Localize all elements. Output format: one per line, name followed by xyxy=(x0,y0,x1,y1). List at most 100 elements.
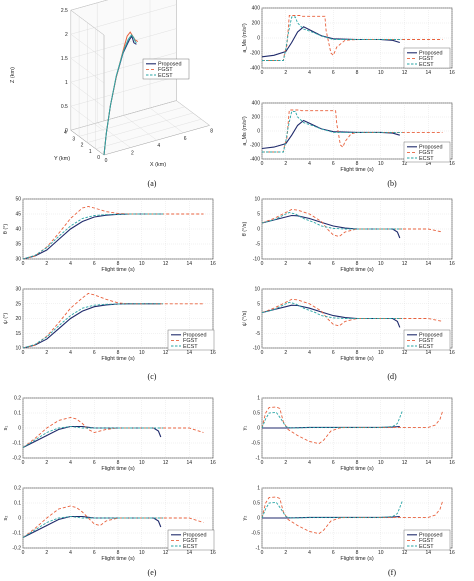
x-tick-label: 10 xyxy=(378,161,384,167)
series-line-fgst xyxy=(261,496,443,535)
x-tick-label: 4 xyxy=(308,350,311,356)
y-tick-label: -0.1 xyxy=(12,531,21,537)
x-tick-label: 6 xyxy=(332,550,335,556)
series-line-ecst xyxy=(22,426,164,448)
x-tick-label: 14 xyxy=(425,350,431,356)
y-gridline xyxy=(70,10,177,131)
y-tick-label: -0.2 xyxy=(12,546,21,552)
y-tick-label: -5 xyxy=(256,242,261,248)
y-tick-label: 15 xyxy=(15,331,21,337)
x-tick-label: 0 xyxy=(261,460,264,466)
x-tick-label: 14 xyxy=(186,261,192,267)
x-tick-label: 0 xyxy=(261,161,264,167)
panel-label: (e) xyxy=(148,568,157,577)
y-tick-label: 0.1 xyxy=(14,501,21,507)
y-tick-label: 0 xyxy=(257,316,260,322)
legend-entry: ECST xyxy=(183,344,198,350)
y-tick-label: 30 xyxy=(15,287,21,293)
series-line-ecst xyxy=(262,110,403,153)
x-tick-label: 8 xyxy=(117,460,120,466)
x-tick-label: 16 xyxy=(210,550,216,556)
y-tick-label: -5 xyxy=(256,331,261,337)
y-tick-label: 1 xyxy=(89,149,92,155)
y-tick-label: -10 xyxy=(253,346,260,352)
y-tick-label: 0 xyxy=(257,426,260,432)
z-tick-label: 1.5 xyxy=(61,56,68,62)
y-axis-label: s₁ xyxy=(3,426,9,431)
y-tick-label: 10 xyxy=(254,197,260,203)
y-axis-label: s₂ xyxy=(3,516,9,521)
y-tick-label: 0 xyxy=(257,516,260,522)
panel-label: (d) xyxy=(387,372,397,381)
y-tick-label: 5 xyxy=(257,212,260,218)
y-tick-label: 40 xyxy=(15,227,21,233)
y-axis-label: γ₂ xyxy=(242,516,248,521)
y-tick-label: 4 xyxy=(64,130,67,136)
y-tick-label: 400 xyxy=(252,101,261,107)
series-line-fgst xyxy=(262,15,443,61)
trajectory-ecst xyxy=(103,34,137,156)
x-tick-label: 6 xyxy=(332,460,335,466)
series-line-fgst xyxy=(22,292,204,349)
x-tick-label: 10 xyxy=(378,261,384,267)
y-tick-label: 20 xyxy=(15,316,21,322)
y-tick-label: 0 xyxy=(18,426,21,432)
x-tick-label: 16 xyxy=(449,350,455,356)
y-tick-label: 0 xyxy=(257,227,260,233)
y-tick-label: 45 xyxy=(15,212,21,218)
z-tick-label: 0.5 xyxy=(61,104,68,110)
x-tick-label: 4 xyxy=(308,161,311,167)
x-tick-label: 12 xyxy=(163,550,169,556)
x-tick-label: 4 xyxy=(308,550,311,556)
x-tick-label: 12 xyxy=(402,70,408,76)
y-tick-label: -1 xyxy=(256,456,261,462)
x-tick-label: 14 xyxy=(425,550,431,556)
y-gridline xyxy=(95,28,202,150)
x-tick-label: 2 xyxy=(284,350,287,356)
y-tick-label: -0.2 xyxy=(12,456,21,462)
legend-entry: FGST xyxy=(419,338,434,344)
x-tick-label: 14 xyxy=(425,460,431,466)
y-tick-label: -200 xyxy=(250,143,260,149)
y-tick-label: 200 xyxy=(252,21,261,27)
x-tick-label: 6 xyxy=(332,161,335,167)
legend-entry: ECST xyxy=(183,544,198,550)
x-tick-label: 0 xyxy=(261,70,264,76)
x-tick-label: 0 xyxy=(22,350,25,356)
chart-e1: 0 2 4 6 8 10 12 14 16 -0.2 -0.1 0 0.1 0.2 Flight time … xyxy=(3,396,216,472)
y-tick-label: 0.2 xyxy=(14,486,21,492)
x-tick-label: 14 xyxy=(425,161,431,167)
x-tick-label: 14 xyxy=(186,460,192,466)
x-tick-label: 16 xyxy=(449,261,455,267)
y-tick-label: 2 xyxy=(81,143,84,149)
y-gridline xyxy=(78,16,185,137)
y-tick-label: 50 xyxy=(15,197,21,203)
x-tick-label: 0 xyxy=(261,261,264,267)
legend-entry: Proposed xyxy=(419,333,443,339)
x-tick-label: 0 xyxy=(261,550,264,556)
chart-e2: 0 2 4 6 8 10 12 14 16 -0.2 -0.1 0 0.1 0.2 Flight time … xyxy=(3,486,216,577)
chart-c1: 0 2 4 6 8 10 12 14 16 30 35 40 45 50 Flight time (s) θ … xyxy=(3,197,216,273)
y-axis-label: a_Ms (m/s²) xyxy=(242,116,248,146)
x-tick-label: 10 xyxy=(139,261,145,267)
y-tick-label: 10 xyxy=(254,287,260,293)
x-tick-label: 2 xyxy=(284,460,287,466)
series-line-ecst xyxy=(22,516,164,538)
x-tick-label: 8 xyxy=(356,161,359,167)
x-tick-label: 6 xyxy=(332,261,335,267)
legend-entry: ECST xyxy=(158,73,173,79)
y-tick-label: -0.5 xyxy=(251,531,260,537)
series-line-ecst xyxy=(22,303,164,349)
y-tick-label: 3 xyxy=(72,136,75,142)
series-line-proposed xyxy=(261,119,400,150)
y-tick-label: 0 xyxy=(18,516,21,522)
x-tick-label: 4 xyxy=(69,350,72,356)
x-tick-label: 0 xyxy=(261,350,264,356)
x-tick-label: 4 xyxy=(69,550,72,556)
x-tick-label: 4 xyxy=(308,70,311,76)
y-tick-label: 30 xyxy=(15,257,21,263)
x-tick-label: 12 xyxy=(402,261,408,267)
y-tick-label: 10 xyxy=(15,346,21,352)
